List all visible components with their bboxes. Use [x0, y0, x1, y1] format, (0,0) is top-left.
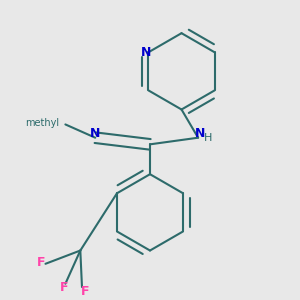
Text: F: F — [37, 256, 46, 268]
Text: methyl: methyl — [25, 118, 59, 128]
Text: H: H — [204, 133, 212, 143]
Text: F: F — [59, 281, 68, 294]
Text: N: N — [141, 46, 151, 59]
Text: F: F — [81, 286, 89, 298]
Text: N: N — [195, 127, 205, 140]
Text: N: N — [90, 127, 101, 140]
